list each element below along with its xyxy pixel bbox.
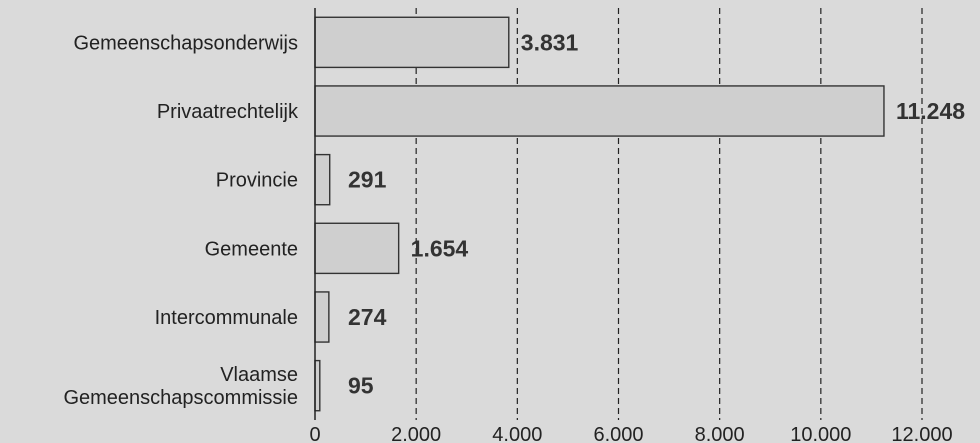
data-label-6: 95	[348, 373, 374, 399]
data-label-5: 274	[348, 304, 387, 330]
bar-3	[314, 153, 331, 206]
bar-2	[314, 85, 885, 137]
grid-lines	[415, 8, 923, 420]
data-label-1: 3.831	[521, 29, 579, 55]
data-label-4: 1.654	[411, 235, 469, 261]
category-label-3: Provincie	[216, 170, 298, 192]
data-labels: 3.831 11.248 291 1.654 274 95	[348, 29, 965, 398]
data-label-2: 11.248	[896, 98, 965, 124]
x-tick-label-12.000: 12.000	[891, 424, 952, 443]
category-label-1: Gemeenschapsonderwijs	[73, 32, 298, 54]
x-tick-label-4.000: 4.000	[492, 424, 542, 443]
bar-4	[314, 222, 400, 275]
category-label-4: Gemeente	[205, 238, 298, 260]
x-tick-label-2.000: 2.000	[391, 424, 441, 443]
x-tick-label-8.000: 8.000	[695, 424, 745, 443]
data-label-3: 291	[348, 167, 387, 193]
bars	[314, 16, 885, 412]
bar-5	[314, 291, 330, 343]
x-tick-label-6.000: 6.000	[593, 424, 643, 443]
category-labels: Gemeenschapsonderwijs Privaatrechtelijk Pr…	[63, 32, 299, 409]
x-axis-tick-labels: 0 2.000 4.000 6.000 8.000 10.000 12.000	[309, 424, 952, 443]
x-tick-label-10.000: 10.000	[790, 424, 851, 443]
category-label-5: Intercommunale	[155, 307, 298, 329]
x-tick-label-0: 0	[309, 424, 320, 443]
bar-1	[314, 16, 510, 69]
category-label-2: Privaatrechtelijk	[157, 101, 299, 123]
category-label-6: Vlaamse Gemeenschapscommissie	[63, 364, 298, 409]
